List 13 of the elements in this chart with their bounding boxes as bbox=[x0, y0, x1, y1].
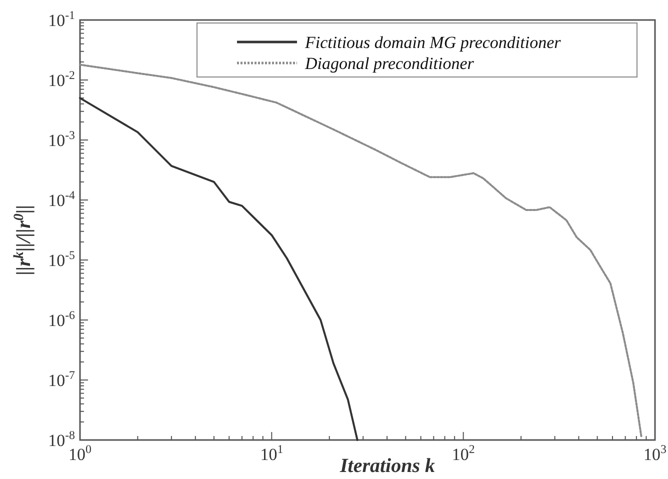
y-tick-label: 10$^{-2}$ bbox=[48, 68, 76, 90]
y-tick-label: 10$^{-7}$ bbox=[48, 368, 76, 390]
y-tick-label: 10$^{-4}$ bbox=[48, 188, 76, 210]
legend-label: Fictitious domain MG preconditioner bbox=[304, 33, 562, 52]
x-tick-label: 10$^{3}$ bbox=[644, 442, 667, 464]
y-tick-label: 10$^{-5}$ bbox=[48, 248, 76, 270]
y-tick-label: 10$^{-3}$ bbox=[48, 128, 76, 150]
x-tick-label: 10$^{1}$ bbox=[260, 442, 284, 464]
legend-label: Diagonal preconditioner bbox=[304, 54, 474, 73]
x-axis-title: Iterations k bbox=[338, 455, 436, 477]
x-tick-label: 10$^{2}$ bbox=[452, 442, 475, 464]
y-tick-label: 10$^{-1}$ bbox=[48, 8, 76, 30]
y-tick-label: 10$^{-6}$ bbox=[48, 308, 76, 330]
